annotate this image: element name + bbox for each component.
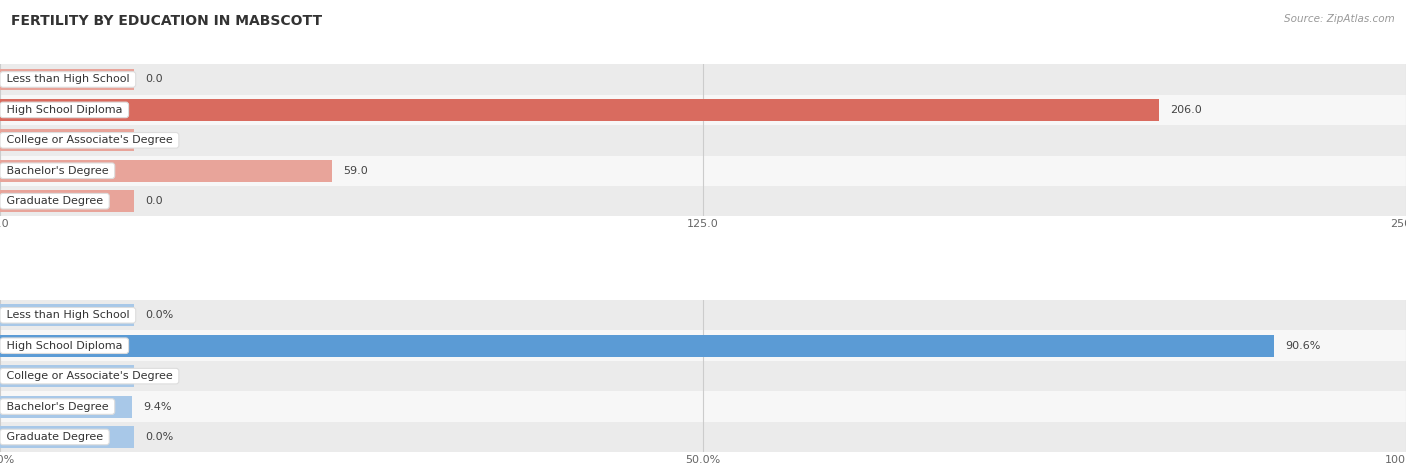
Bar <box>0 129 134 151</box>
Text: 90.6%: 90.6% <box>1285 341 1320 351</box>
Text: 59.0: 59.0 <box>343 166 368 176</box>
Bar <box>0 125 1406 156</box>
Bar <box>0 300 1406 330</box>
Bar <box>0 69 134 90</box>
Text: College or Associate's Degree: College or Associate's Degree <box>3 371 176 381</box>
Bar <box>0 64 1406 95</box>
Text: 0.0: 0.0 <box>145 196 163 206</box>
Text: Graduate Degree: Graduate Degree <box>3 196 107 206</box>
Bar <box>0 95 1406 125</box>
Text: Graduate Degree: Graduate Degree <box>3 432 107 442</box>
Text: 206.0: 206.0 <box>1170 105 1202 115</box>
Bar <box>0 361 1406 391</box>
Bar <box>0 365 134 387</box>
Text: High School Diploma: High School Diploma <box>3 105 125 115</box>
Bar <box>0 391 1406 422</box>
Text: 0.0%: 0.0% <box>145 432 173 442</box>
Bar <box>0 190 134 212</box>
Text: Bachelor's Degree: Bachelor's Degree <box>3 402 112 412</box>
Text: FERTILITY BY EDUCATION IN MABSCOTT: FERTILITY BY EDUCATION IN MABSCOTT <box>11 14 322 28</box>
Text: 0.0%: 0.0% <box>145 310 173 320</box>
Bar <box>0 422 1406 452</box>
Text: High School Diploma: High School Diploma <box>3 341 125 351</box>
Bar <box>0 186 1406 217</box>
Text: College or Associate's Degree: College or Associate's Degree <box>3 135 176 145</box>
Bar <box>0 330 1406 361</box>
Text: 0.0: 0.0 <box>145 74 163 84</box>
Bar <box>0 396 132 417</box>
Text: 9.4%: 9.4% <box>143 402 172 412</box>
Text: 0.0: 0.0 <box>145 135 163 145</box>
Bar <box>0 156 1406 186</box>
Text: Less than High School: Less than High School <box>3 74 134 84</box>
Bar <box>0 160 332 182</box>
Bar <box>0 304 134 326</box>
Bar <box>0 426 134 448</box>
Text: 0.0%: 0.0% <box>145 371 173 381</box>
Text: Less than High School: Less than High School <box>3 310 134 320</box>
Text: Source: ZipAtlas.com: Source: ZipAtlas.com <box>1284 14 1395 24</box>
Bar <box>0 99 1159 121</box>
Text: Bachelor's Degree: Bachelor's Degree <box>3 166 112 176</box>
Bar <box>0 335 1274 357</box>
